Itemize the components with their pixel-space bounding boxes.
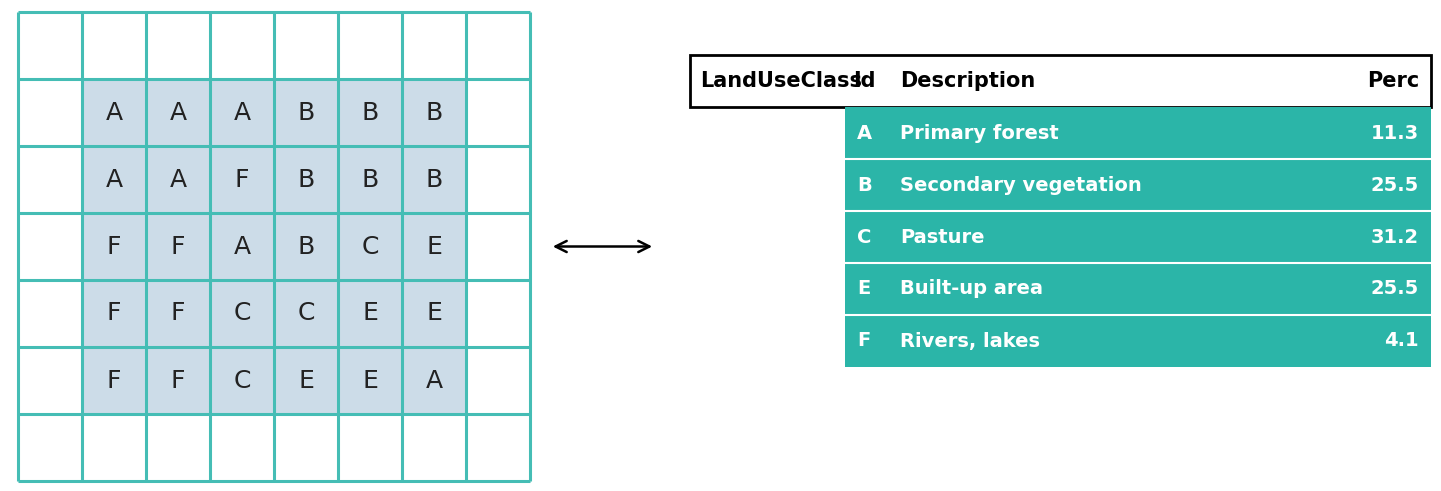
Text: F: F: [107, 235, 121, 258]
Bar: [402, 213, 465, 280]
Bar: [274, 280, 339, 347]
Text: 25.5: 25.5: [1370, 175, 1419, 194]
Text: F: F: [107, 369, 121, 392]
Bar: [402, 280, 465, 347]
Bar: [844, 159, 1431, 211]
Text: Secondary vegetation: Secondary vegetation: [901, 175, 1141, 194]
Bar: [210, 280, 274, 347]
Bar: [82, 79, 146, 146]
Text: F: F: [170, 235, 186, 258]
Text: Rivers, lakes: Rivers, lakes: [901, 331, 1040, 351]
Text: B: B: [297, 167, 314, 191]
Text: Built-up area: Built-up area: [901, 279, 1043, 299]
Text: A: A: [170, 167, 186, 191]
Bar: [690, 55, 1431, 107]
Text: LandUseClass: LandUseClass: [700, 71, 862, 91]
Bar: [339, 146, 402, 213]
Bar: [274, 146, 339, 213]
Text: B: B: [362, 167, 379, 191]
Text: 11.3: 11.3: [1370, 124, 1419, 142]
Text: F: F: [235, 167, 249, 191]
Bar: [844, 211, 1431, 263]
Bar: [339, 79, 402, 146]
Text: A: A: [105, 101, 122, 125]
Bar: [339, 280, 402, 347]
Text: E: E: [362, 301, 378, 326]
Bar: [210, 347, 274, 414]
Text: E: E: [362, 369, 378, 392]
Text: Pasture: Pasture: [901, 227, 984, 246]
Text: 25.5: 25.5: [1370, 279, 1419, 299]
Text: Description: Description: [901, 71, 1035, 91]
Bar: [339, 347, 402, 414]
Text: C: C: [233, 369, 251, 392]
Bar: [844, 263, 1431, 315]
Bar: [274, 79, 339, 146]
Bar: [146, 146, 210, 213]
Text: E: E: [857, 279, 870, 299]
Text: A: A: [857, 124, 872, 142]
Text: E: E: [427, 301, 442, 326]
Text: C: C: [857, 227, 872, 246]
Text: Primary forest: Primary forest: [901, 124, 1059, 142]
Text: C: C: [233, 301, 251, 326]
Text: B: B: [425, 101, 442, 125]
Text: Perc: Perc: [1366, 71, 1419, 91]
Text: F: F: [107, 301, 121, 326]
Bar: [210, 213, 274, 280]
Bar: [402, 347, 465, 414]
Text: E: E: [427, 235, 442, 258]
Text: 4.1: 4.1: [1385, 331, 1419, 351]
Text: F: F: [857, 331, 870, 351]
Bar: [844, 315, 1431, 367]
Bar: [210, 79, 274, 146]
Bar: [82, 146, 146, 213]
Bar: [146, 280, 210, 347]
Text: 31.2: 31.2: [1370, 227, 1419, 246]
Text: C: C: [362, 235, 379, 258]
Text: A: A: [105, 167, 122, 191]
Bar: [82, 347, 146, 414]
Text: B: B: [297, 101, 314, 125]
Text: B: B: [362, 101, 379, 125]
Bar: [210, 146, 274, 213]
Text: F: F: [170, 301, 186, 326]
Text: A: A: [425, 369, 442, 392]
Bar: [146, 347, 210, 414]
Text: A: A: [233, 235, 251, 258]
Text: A: A: [170, 101, 186, 125]
Bar: [82, 213, 146, 280]
Bar: [844, 107, 1431, 159]
Bar: [274, 347, 339, 414]
Bar: [402, 146, 465, 213]
Bar: [82, 280, 146, 347]
Text: B: B: [297, 235, 314, 258]
Bar: [339, 213, 402, 280]
Text: C: C: [297, 301, 314, 326]
Text: Id: Id: [853, 71, 876, 91]
Text: B: B: [857, 175, 872, 194]
Text: A: A: [233, 101, 251, 125]
Bar: [402, 79, 465, 146]
Text: E: E: [298, 369, 314, 392]
Text: B: B: [425, 167, 442, 191]
Text: F: F: [170, 369, 186, 392]
Bar: [146, 213, 210, 280]
Bar: [146, 79, 210, 146]
Bar: [274, 213, 339, 280]
